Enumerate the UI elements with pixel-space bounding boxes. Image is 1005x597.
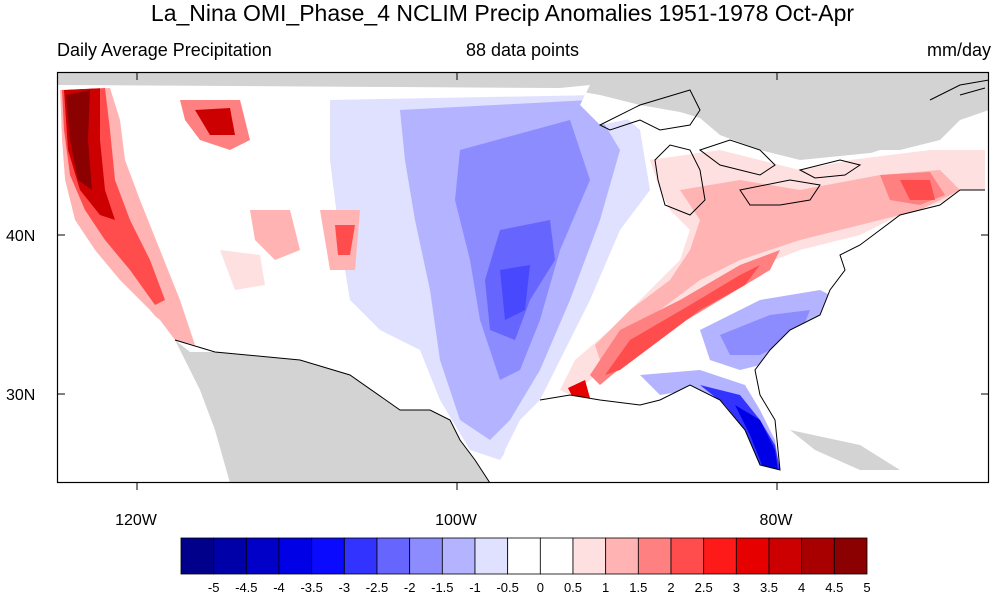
colorbar-swatch	[768, 537, 803, 575]
colorbar-swatch	[703, 537, 737, 575]
colorbar-label: -1.5	[431, 580, 453, 595]
colorbar-label: -2.5	[366, 580, 388, 595]
map-panel	[57, 72, 989, 483]
colorbar-label: -4	[273, 580, 285, 595]
map-title: La_Nina OMI_Phase_4 NCLIM Precip Anomali…	[150, 0, 855, 26]
colorbar-label: 1.5	[629, 580, 647, 595]
colorbar-label: -2	[404, 580, 416, 595]
colorbar-label: -3.5	[300, 580, 322, 595]
lat-label-30n: 30N	[6, 387, 35, 404]
colorbar: -5 -4.5 -4 -3.5 -3 -2.5 -2 -1.5 -1 -0.5 0 0.5 1 1.5 2 2…	[180, 537, 871, 595]
colorbar-swatch	[245, 537, 280, 575]
colorbar-swatch	[801, 537, 835, 575]
colorbar-swatch	[409, 537, 443, 575]
baja-peninsula	[205, 365, 255, 470]
colorbar-label: 2.5	[695, 580, 713, 595]
colorbar-swatch	[735, 537, 770, 575]
lon-label-100w: 100W	[435, 512, 478, 529]
colorbar-swatch	[441, 537, 476, 575]
coastline-outlines	[174, 79, 989, 483]
colorbar-swatch	[539, 537, 574, 575]
mexico-landmass	[175, 340, 490, 483]
colorbar-label: -0.5	[496, 580, 518, 595]
colorbar-label: 1	[602, 580, 609, 595]
colorbar-swatch	[670, 537, 705, 575]
colorbar-swatch	[637, 537, 672, 575]
colorbar-swatch	[213, 537, 247, 575]
colorbar-swatch	[474, 537, 509, 575]
colorbar-swatch	[376, 537, 411, 575]
colorbar-label: 0	[537, 580, 544, 595]
colorbar-label: 4	[798, 580, 805, 595]
lon-label-120w: 120W	[115, 512, 158, 529]
colorbar-label: -1	[469, 580, 481, 595]
colorbar-label: -4.5	[235, 580, 257, 595]
cuba-landmass	[790, 430, 900, 470]
canada-landmass	[57, 72, 989, 160]
colorbar-swatch	[833, 537, 868, 575]
colorbar-label: 4.5	[825, 580, 843, 595]
lat-label-40n: 40N	[6, 228, 35, 245]
colorbar-label: 5	[863, 580, 870, 595]
colorbar-swatch	[343, 537, 378, 575]
colorbar-label: 3.5	[760, 580, 778, 595]
colorbar-swatch	[572, 537, 607, 575]
variable-subtitle: Daily Average Precipitation	[57, 40, 272, 60]
colorbar-swatch	[605, 537, 639, 575]
map-frame	[56, 71, 990, 484]
lon-label-80w: 80W	[760, 512, 794, 529]
data-points-subtitle: 88 data points	[465, 40, 580, 60]
colorbar-swatch	[180, 537, 215, 575]
conus-anomaly-field	[60, 85, 985, 470]
colorbar-label: 3	[733, 580, 740, 595]
units-subtitle: mm/day	[926, 40, 991, 60]
colorbar-swatch	[311, 537, 345, 575]
colorbar-label: -5	[208, 580, 220, 595]
colorbar-label: 0.5	[564, 580, 582, 595]
colorbar-swatch	[278, 537, 313, 575]
colorbar-label: 2	[667, 580, 674, 595]
colorbar-swatch	[507, 537, 541, 575]
colorbar-label: -3	[339, 580, 351, 595]
axis-ticks	[57, 72, 989, 490]
